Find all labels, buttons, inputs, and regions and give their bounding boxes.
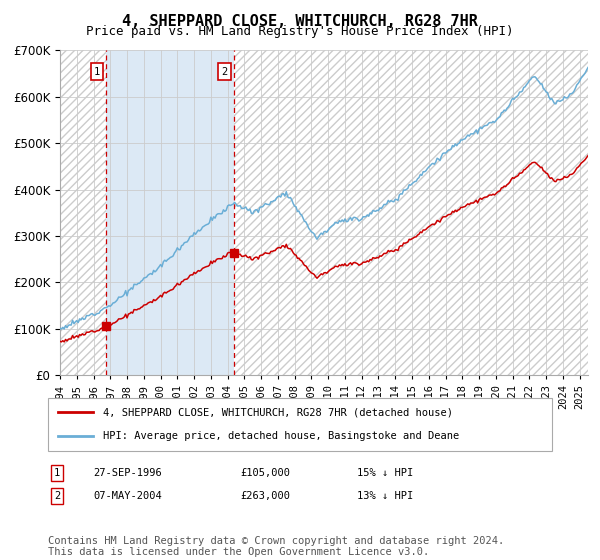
Text: 27-SEP-1996: 27-SEP-1996: [93, 468, 162, 478]
Text: 13% ↓ HPI: 13% ↓ HPI: [357, 491, 413, 501]
Bar: [60, 50, 106, 375]
Text: 1: 1: [94, 67, 100, 77]
Bar: [106, 50, 233, 375]
Bar: [233, 50, 588, 375]
Text: 4, SHEPPARD CLOSE, WHITCHURCH, RG28 7HR (detached house): 4, SHEPPARD CLOSE, WHITCHURCH, RG28 7HR …: [103, 408, 454, 418]
Text: £263,000: £263,000: [240, 491, 290, 501]
Text: 2: 2: [54, 491, 60, 501]
Text: 2: 2: [221, 67, 227, 77]
Text: 15% ↓ HPI: 15% ↓ HPI: [357, 468, 413, 478]
Text: 1: 1: [54, 468, 60, 478]
FancyBboxPatch shape: [48, 398, 552, 451]
Text: Contains HM Land Registry data © Crown copyright and database right 2024.
This d: Contains HM Land Registry data © Crown c…: [48, 535, 504, 557]
Text: 07-MAY-2004: 07-MAY-2004: [93, 491, 162, 501]
Text: HPI: Average price, detached house, Basingstoke and Deane: HPI: Average price, detached house, Basi…: [103, 431, 460, 441]
Text: £105,000: £105,000: [240, 468, 290, 478]
Text: 4, SHEPPARD CLOSE, WHITCHURCH, RG28 7HR: 4, SHEPPARD CLOSE, WHITCHURCH, RG28 7HR: [122, 14, 478, 29]
Text: Price paid vs. HM Land Registry's House Price Index (HPI): Price paid vs. HM Land Registry's House …: [86, 25, 514, 38]
